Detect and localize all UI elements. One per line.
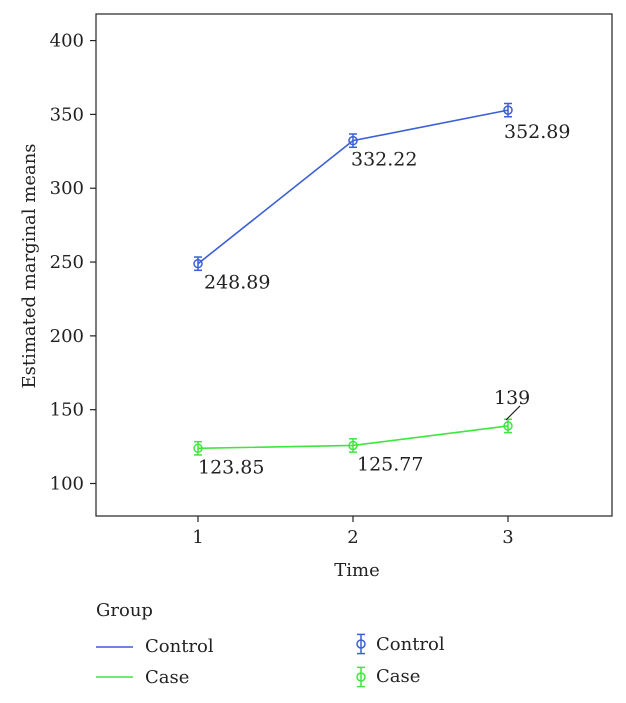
data-label-control: 332.22 xyxy=(351,149,417,171)
y-tick-label: 350 xyxy=(50,104,84,125)
x-tick-label: 3 xyxy=(502,527,513,548)
plot-border xyxy=(95,13,613,517)
y-tick-label: 250 xyxy=(50,252,84,273)
x-tick-label: 1 xyxy=(192,527,203,548)
data-label-case: 123.85 xyxy=(198,456,264,478)
y-tick-label: 100 xyxy=(50,474,84,495)
y-tick-label: 400 xyxy=(50,31,84,52)
data-label-control: 248.89 xyxy=(204,272,270,294)
point-marker xyxy=(503,421,513,431)
data-point-case xyxy=(503,418,513,434)
point-marker xyxy=(348,440,358,451)
legend-marker-swatch-case xyxy=(356,666,366,688)
legend-marker-symbol xyxy=(356,666,366,688)
legend-line-label-control: Control xyxy=(145,636,214,657)
plot-frame xyxy=(95,13,613,517)
data-label-case: 125.77 xyxy=(357,453,423,475)
y-axis-title: Estimated marginal means xyxy=(19,143,40,388)
legend: Group Control Case Control Case xyxy=(96,600,445,688)
legend-marker-label-case: Case xyxy=(376,666,420,687)
series-line-control xyxy=(197,109,509,265)
point-marker xyxy=(356,639,366,649)
point-marker xyxy=(356,672,366,682)
legend-marker-label-control: Control xyxy=(376,634,445,655)
point-marker xyxy=(193,443,203,454)
label-leader-line xyxy=(505,405,521,421)
y-tick-label: 200 xyxy=(50,326,84,347)
series-layer xyxy=(193,102,513,456)
legend-title: Group xyxy=(96,600,153,621)
data-point-case xyxy=(348,438,358,453)
point-marker xyxy=(348,135,358,146)
y-tick-label: 300 xyxy=(50,178,84,199)
point-marker xyxy=(503,105,513,115)
legend-line-label-case: Case xyxy=(145,667,189,688)
point-marker xyxy=(193,258,203,269)
data-point-control xyxy=(503,102,513,118)
data-point-case xyxy=(193,440,203,456)
data-labels: 248.89 332.22 352.89 123.85 125.77 139 xyxy=(198,121,570,478)
x-tick-label: 2 xyxy=(347,527,358,548)
data-point-control xyxy=(193,256,203,272)
y-tick-label: 150 xyxy=(50,400,84,421)
data-label-control: 352.89 xyxy=(504,121,570,143)
data-point-control xyxy=(348,133,358,149)
y-axis: 100 150 200 250 300 350 400 xyxy=(50,31,96,495)
x-axis-title: Time xyxy=(334,560,379,581)
data-label-case: 139 xyxy=(494,387,530,409)
legend-marker-symbol xyxy=(356,633,366,655)
legend-marker-swatch-control xyxy=(356,633,366,655)
x-axis: 1 2 3 xyxy=(192,516,514,548)
